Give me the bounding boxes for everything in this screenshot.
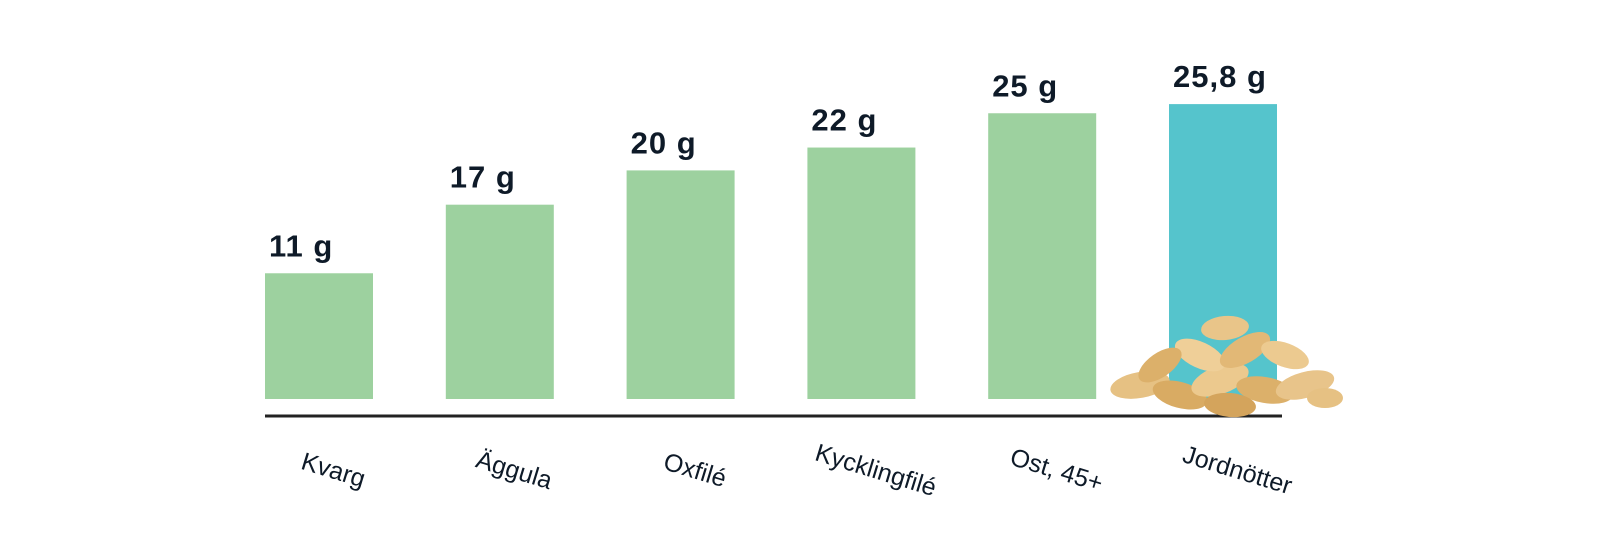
value-label: 17 g (450, 160, 516, 195)
value-label: 20 g (631, 125, 697, 160)
category-label: Oxfilé (660, 448, 729, 493)
category-label: Kycklingfilé (812, 439, 940, 502)
value-label: 11 g (269, 228, 333, 263)
bar (988, 113, 1097, 399)
category-label: Kvarg (298, 447, 369, 493)
bar (807, 147, 916, 399)
value-label: 22 g (811, 103, 877, 138)
category-label: Äggula (473, 446, 556, 496)
category-label: Jordnötter (1179, 441, 1295, 501)
bar (626, 170, 735, 399)
bar (445, 204, 554, 399)
peanut-image (1110, 315, 1343, 418)
value-label: 25 g (992, 68, 1058, 103)
bar (265, 273, 373, 399)
value-label: 25,8 g (1173, 59, 1267, 94)
category-label: Ost, 45+ (1007, 443, 1106, 498)
